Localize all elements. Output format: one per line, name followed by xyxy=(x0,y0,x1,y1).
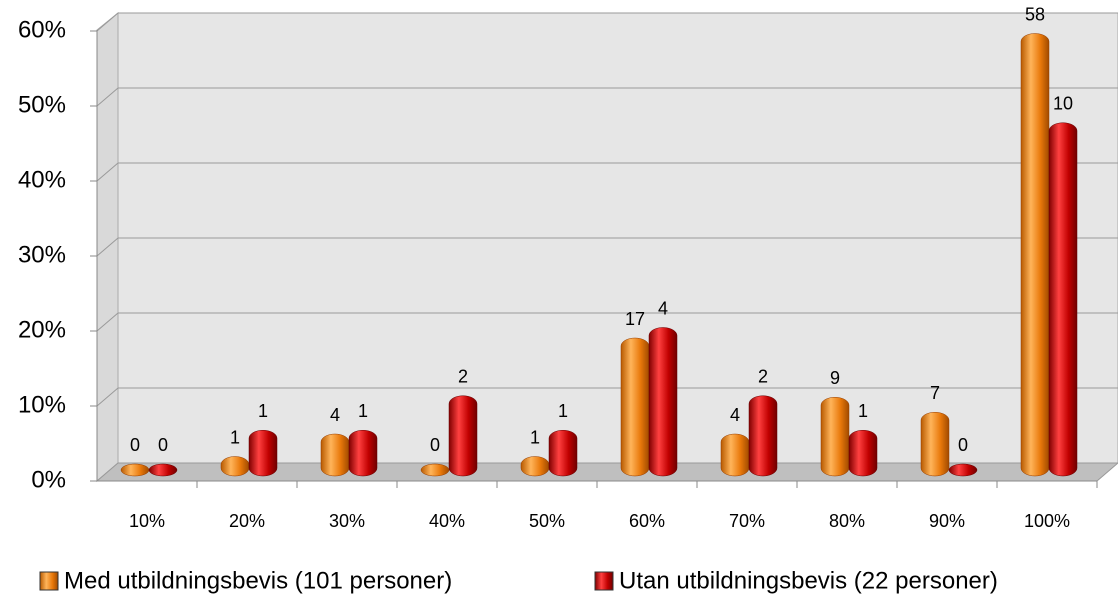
data-label: 58 xyxy=(1025,4,1045,24)
bar xyxy=(120,463,150,477)
bar xyxy=(720,433,750,477)
y-tick-label: 20% xyxy=(18,316,66,343)
data-label: 1 xyxy=(858,401,868,421)
data-label: 1 xyxy=(558,401,568,421)
bar xyxy=(248,430,278,477)
data-label: 1 xyxy=(358,401,368,421)
x-tick-label: 90% xyxy=(929,511,965,531)
y-tick-label: 40% xyxy=(18,166,66,193)
data-label: 1 xyxy=(530,427,540,447)
data-label: 0 xyxy=(430,435,440,455)
x-tick-label: 20% xyxy=(229,511,265,531)
y-tick-label: 10% xyxy=(18,391,66,418)
bar xyxy=(1048,122,1078,477)
x-tick-label: 70% xyxy=(729,511,765,531)
bar xyxy=(648,327,678,477)
data-label: 9 xyxy=(830,368,840,388)
grid-line xyxy=(96,237,119,257)
data-label: 4 xyxy=(658,298,668,318)
data-label: 1 xyxy=(258,401,268,421)
x-tick-label: 80% xyxy=(829,511,865,531)
y-tick-label: 0% xyxy=(31,466,66,493)
data-label: 0 xyxy=(958,435,968,455)
bar xyxy=(448,395,478,477)
grid-line xyxy=(96,162,119,182)
bar xyxy=(748,395,778,477)
bar xyxy=(820,397,850,477)
data-label: 10 xyxy=(1053,94,1073,114)
x-tick-label: 10% xyxy=(129,511,165,531)
y-tick-label: 30% xyxy=(18,241,66,268)
bar xyxy=(320,433,350,477)
data-label: 1 xyxy=(230,427,240,447)
grid-line xyxy=(96,312,119,332)
bar xyxy=(220,456,250,477)
data-label: 17 xyxy=(625,309,645,329)
data-label: 0 xyxy=(130,435,140,455)
x-tick-label: 100% xyxy=(1024,511,1070,531)
bar xyxy=(620,337,650,477)
data-label: 2 xyxy=(458,367,468,387)
bar xyxy=(948,463,978,477)
data-label: 0 xyxy=(158,435,168,455)
bar xyxy=(548,430,578,477)
y-tick-label: 50% xyxy=(18,91,66,118)
bar xyxy=(920,412,950,477)
bar xyxy=(520,456,550,477)
legend-label: Utan utbildningsbevis (22 personer) xyxy=(619,567,998,594)
x-tick-label: 60% xyxy=(629,511,665,531)
grid-line xyxy=(96,387,119,407)
grid-line xyxy=(96,12,119,32)
bar xyxy=(848,430,878,477)
legend-swatch xyxy=(39,571,59,591)
x-tick-label: 50% xyxy=(529,511,565,531)
bar xyxy=(1020,33,1050,477)
legend-swatch xyxy=(594,571,614,591)
bar xyxy=(420,463,450,477)
data-label: 2 xyxy=(758,367,768,387)
grid-line xyxy=(96,87,119,107)
bar xyxy=(148,463,178,477)
x-tick-label: 30% xyxy=(329,511,365,531)
data-label: 4 xyxy=(330,405,340,425)
data-label: 4 xyxy=(730,405,740,425)
y-tick-label: 60% xyxy=(18,16,66,43)
legend-label: Med utbildningsbevis (101 personer) xyxy=(64,567,452,594)
x-tick-label: 40% xyxy=(429,511,465,531)
data-label: 7 xyxy=(930,383,940,403)
bar xyxy=(348,430,378,477)
